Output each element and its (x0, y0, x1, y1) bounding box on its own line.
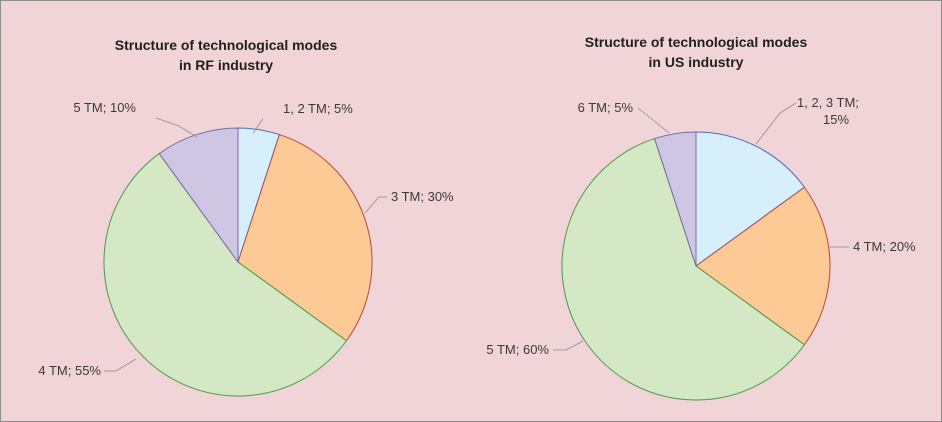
data-label-5-tm: 5 TM; 10% (73, 100, 136, 115)
chart-title-us: Structure of technological modes in US i… (546, 32, 846, 72)
leader-line-5-tm (553, 340, 584, 351)
data-label-4-tm: 4 TM; 55% (38, 363, 101, 378)
chart-title-line: in US industry (648, 54, 744, 70)
chart-title-line: Structure of technological modes (114, 37, 338, 53)
leader-line-4-tm (104, 358, 137, 372)
leader-line-5-tm (155, 117, 198, 138)
pie-slice-4-tm (103, 152, 348, 397)
data-label-4-tm: 4 TM; 20% (853, 239, 916, 254)
data-label-5-tm: 5 TM; 60% (486, 342, 549, 357)
data-label-3-tm: 3 TM; 30% (391, 189, 454, 204)
leader-line-1-2-3-tm (755, 102, 797, 145)
data-label-1-2-tm: 1, 2 TM; 5% (283, 101, 353, 116)
pie-slice-1-2-3-tm (695, 131, 806, 267)
chart-title-rf: Structure of technological modes in RF i… (76, 35, 376, 75)
pie-slice-3-tm (237, 133, 373, 342)
pie-slice-5-tm (158, 127, 239, 264)
pie-slice-4-tm (695, 186, 831, 346)
data-label-6-tm: 6 TM; 5% (578, 100, 634, 115)
pie-slice-5-tm (561, 137, 806, 401)
chart-title-line: Structure of technological modes (584, 34, 808, 50)
leader-line-6-tm (637, 107, 670, 134)
leader-line-1-2-tm (252, 118, 264, 134)
chart-title-line: in RF industry (178, 57, 274, 73)
data-label-1-2-3-tm: 1, 2, 3 TM; 15% (797, 95, 859, 127)
pie-slice-6-tm (653, 131, 697, 267)
leader-line-3-tm (364, 196, 387, 214)
